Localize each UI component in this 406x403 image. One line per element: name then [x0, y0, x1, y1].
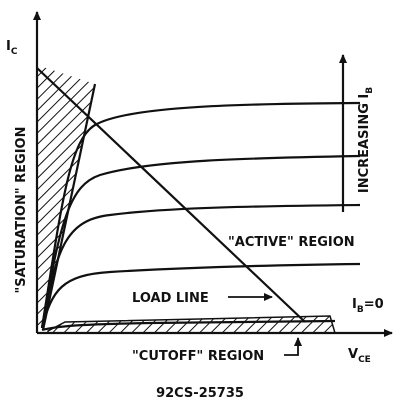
increasing-sub: B: [365, 87, 375, 94]
cutoff-pointer: [284, 337, 302, 356]
active-label: "ACTIVE" REGION: [228, 235, 355, 250]
increasing-label: INCREASING IB: [357, 87, 375, 193]
x-label: VCE: [348, 347, 371, 365]
ib-zero-suffix: =0: [364, 297, 384, 312]
x-label-main: V: [348, 347, 358, 362]
curve: [40, 101, 361, 329]
ib-zero-sub: B: [357, 305, 364, 315]
increasing-text: INCREASING I: [357, 94, 372, 193]
curve: [40, 203, 361, 329]
curve: [40, 154, 361, 329]
x-label-sub: CE: [358, 355, 371, 365]
y-label-main: I: [6, 39, 11, 54]
y-label-sub: C: [11, 47, 18, 57]
ib-zero-main: I: [352, 297, 357, 312]
saturation-hatch: [37, 65, 95, 330]
saturation-label: "SATURATION" REGION: [14, 127, 29, 294]
cutoff-label: "CUTOFF" REGION: [132, 349, 264, 364]
curve: [40, 262, 361, 329]
ib-zero-label: IB=0: [352, 297, 384, 315]
y-label: IC: [6, 39, 18, 57]
figure-id: 92CS-25735: [156, 386, 244, 401]
load-line: [36, 67, 306, 323]
load-line-label: LOAD LINE: [132, 291, 209, 306]
curve-ib-zero: [41, 319, 336, 332]
